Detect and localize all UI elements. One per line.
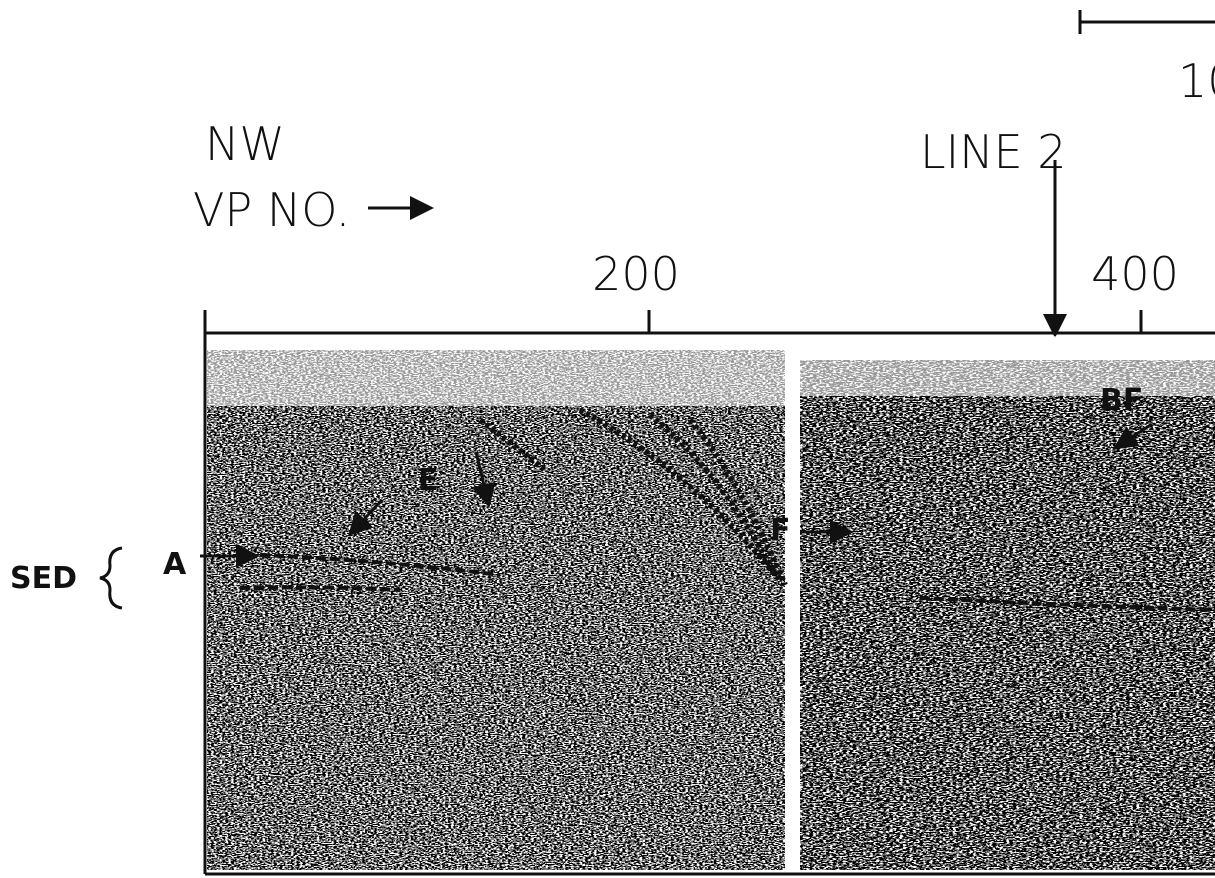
- seismic-section: [207, 336, 1215, 870]
- line-label: LINE 2: [920, 125, 1067, 179]
- direction: NW: [205, 117, 285, 171]
- scale-label: 10: [1178, 54, 1215, 108]
- e-label: E: [418, 463, 439, 498]
- vp-label: VP NO.: [193, 183, 350, 237]
- a-label: A: [163, 547, 187, 582]
- brace: [99, 546, 123, 610]
- bf-label: BF: [1100, 383, 1143, 418]
- tick-label: 400: [1091, 247, 1179, 301]
- arrow: [472, 451, 496, 508]
- sed-label: SED: [10, 561, 77, 596]
- tick-label: 200: [592, 247, 680, 301]
- arrow: [347, 498, 384, 537]
- arrow: [1112, 422, 1153, 450]
- f-label: F: [770, 513, 791, 548]
